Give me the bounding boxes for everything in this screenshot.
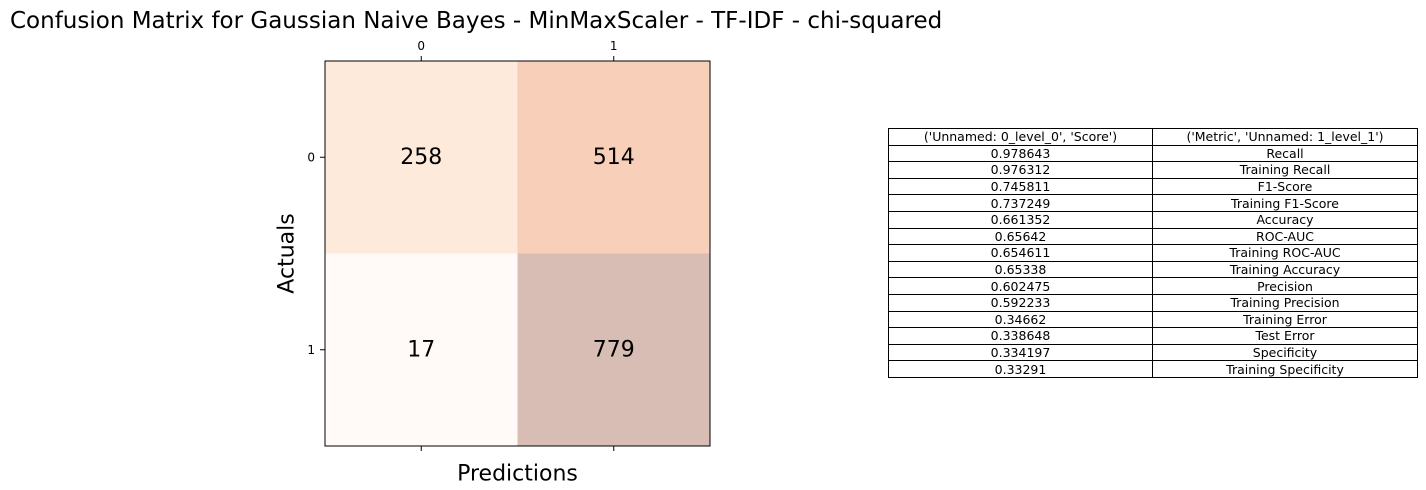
table-cell-metric: Training F1-Score <box>1152 194 1418 212</box>
cell-value-label: 514 <box>593 145 635 170</box>
table-cell-metric: ROC-AUC <box>1152 227 1418 246</box>
table-cell-metric: Training Specificity <box>1152 360 1418 378</box>
table-cell-score: 0.745811 <box>888 177 1153 196</box>
table-header-row: ('Unnamed: 0_level_0', 'Score') ('Metric… <box>888 128 1418 146</box>
table-cell-metric: Training Accuracy <box>1152 260 1418 279</box>
table-cell-score: 0.976312 <box>888 161 1153 179</box>
metrics-table: ('Unnamed: 0_level_0', 'Score') ('Metric… <box>888 128 1418 378</box>
table-cell-score: 0.978643 <box>888 144 1153 163</box>
table-row: 0.65642 ROC-AUC <box>888 227 1418 246</box>
table-row: 0.737249 Training F1-Score <box>888 194 1418 212</box>
table-row: 0.34662 Training Error <box>888 310 1418 329</box>
table-cell-metric: Training ROC-AUC <box>1152 244 1418 262</box>
y-axis-label: Actuals <box>275 213 300 293</box>
chart-title: Confusion Matrix for Gaussian Naive Baye… <box>10 8 943 34</box>
x-tick-label: 0 <box>417 39 425 53</box>
table-cell-score: 0.654611 <box>888 244 1153 262</box>
y-tick-label: 1 <box>307 343 315 357</box>
table-row: 0.745811 F1-Score <box>888 177 1418 196</box>
table-cell-score: 0.592233 <box>888 293 1153 312</box>
table-cell-score: 0.338648 <box>888 327 1153 345</box>
table-row: 0.65338 Training Accuracy <box>888 260 1418 279</box>
cell-value-label: 258 <box>400 145 442 170</box>
table-cell-metric: Training Recall <box>1152 161 1418 179</box>
matrix-cell-0-1 <box>517 61 710 254</box>
table-cell-score: 0.34662 <box>888 310 1153 329</box>
cell-value-label: 779 <box>593 337 635 362</box>
table-row: 0.334197 Specificity <box>888 343 1418 362</box>
x-axis-label: Predictions <box>457 462 578 487</box>
table-cell-score: 0.602475 <box>888 277 1153 295</box>
table-row: 0.602475 Precision <box>888 277 1418 295</box>
matrix-cell-1-1 <box>517 253 710 446</box>
table-row: 0.592233 Training Precision <box>888 293 1418 312</box>
table-cell-score: 0.33291 <box>888 360 1153 378</box>
table-cell-metric: F1-Score <box>1152 177 1418 196</box>
table-cell-score: 0.65338 <box>888 260 1153 279</box>
table-cell-metric: Recall <box>1152 144 1418 163</box>
table-row: 0.654611 Training ROC-AUC <box>888 244 1418 262</box>
table-header-metric: ('Metric', 'Unnamed: 1_level_1') <box>1152 128 1418 146</box>
table-cell-metric: Accuracy <box>1152 210 1418 229</box>
y-tick-label: 0 <box>307 150 315 164</box>
table-cell-score: 0.737249 <box>888 194 1153 212</box>
matrix-cell-0-0 <box>325 61 518 254</box>
table-cell-score: 0.65642 <box>888 227 1153 246</box>
plot-frame <box>324 60 711 447</box>
table-row: 0.978643 Recall <box>888 144 1418 163</box>
table-header-score: ('Unnamed: 0_level_0', 'Score') <box>888 128 1153 146</box>
table-row: 0.661352 Accuracy <box>888 210 1418 229</box>
table-cell-metric: Test Error <box>1152 327 1418 345</box>
table-cell-metric: Specificity <box>1152 343 1418 362</box>
x-tick-label: 1 <box>610 39 618 53</box>
table-cell-metric: Training Error <box>1152 310 1418 329</box>
table-row: 0.976312 Training Recall <box>888 161 1418 179</box>
metrics-table-body: 0.978643 Recall 0.976312 Training Recall 0.7… <box>888 144 1418 378</box>
matrix-cell-1-0 <box>325 253 518 446</box>
table-row: 0.33291 Training Specificity <box>888 360 1418 378</box>
table-cell-score: 0.334197 <box>888 343 1153 362</box>
table-cell-score: 0.661352 <box>888 210 1153 229</box>
table-cell-metric: Precision <box>1152 277 1418 295</box>
cell-value-label: 17 <box>407 337 435 362</box>
table-row: 0.338648 Test Error <box>888 327 1418 345</box>
table-cell-metric: Training Precision <box>1152 293 1418 312</box>
